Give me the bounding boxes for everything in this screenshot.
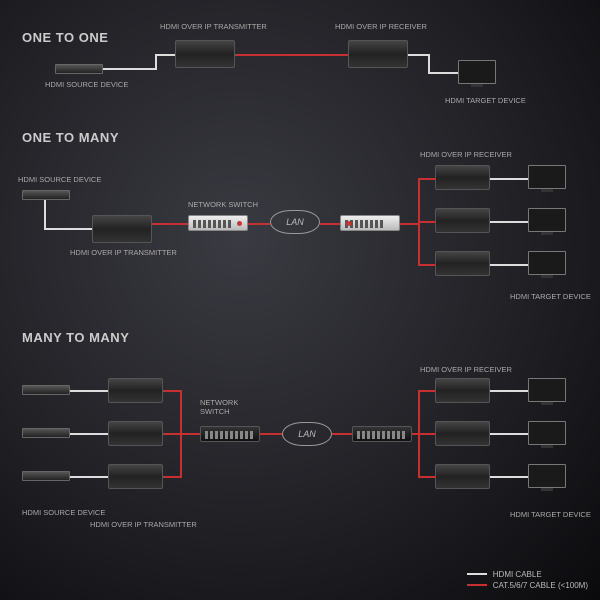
target-2c	[528, 251, 566, 275]
target-3a	[528, 378, 566, 402]
s2-branch-c	[418, 264, 435, 266]
s2-rx-tgt-b	[490, 221, 528, 223]
label-target-1: HDMI TARGET DEVICE	[445, 96, 526, 105]
target-3b	[528, 421, 566, 445]
s2-sw-out	[400, 223, 418, 225]
s3-ta	[490, 390, 528, 392]
switch-2-right	[340, 215, 400, 231]
label-switch-3: NETWORK SWITCH	[200, 398, 238, 416]
hdmi-cable-1b-h2	[428, 72, 458, 74]
tx-3c	[108, 464, 163, 489]
s3-lbus-sw	[180, 433, 200, 435]
s3-lb	[163, 433, 180, 435]
legend-cat-label: CAT.5/6/7 CABLE (<100M)	[493, 581, 588, 590]
s2-tx-sw	[152, 223, 188, 225]
label-target-2: HDMI TARGET DEVICE	[510, 292, 591, 301]
s3-lc	[163, 476, 180, 478]
s3-tc	[490, 476, 528, 478]
src-3b	[22, 428, 70, 438]
label-tx-2: HDMI OVER IP TRANSMITTER	[70, 248, 177, 257]
label-rx-2: HDMI OVER IP RECEIVER	[420, 150, 512, 159]
label-source-1: HDMI SOURCE DEVICE	[45, 80, 128, 89]
s2-branch-a	[418, 178, 435, 180]
label-rx-1: HDMI OVER IP RECEIVER	[335, 22, 427, 31]
section-title-3: MANY TO MANY	[22, 330, 129, 345]
label-target-3: HDMI TARGET DEVICE	[510, 510, 591, 519]
source-device-1	[55, 64, 103, 74]
tx-3b	[108, 421, 163, 446]
legend-hdmi-label: HDMI CABLE	[493, 570, 542, 579]
s3-rb	[418, 433, 435, 435]
s3-lan-sw2	[332, 433, 352, 435]
s2-lan-sw	[320, 223, 340, 225]
s3-sw-lan	[260, 433, 282, 435]
hdmi-cable-1b-v	[428, 54, 430, 72]
hdmi-cable-1a-v	[155, 54, 157, 70]
label-tx-3: HDMI OVER IP TRANSMITTER	[90, 520, 197, 529]
lan-cloud-3: LAN	[282, 422, 332, 446]
rx-box-1	[348, 40, 408, 68]
s2-branch-b	[418, 221, 435, 223]
rx-box-2a	[435, 165, 490, 190]
label-rx-3: HDMI OVER IP RECEIVER	[420, 365, 512, 374]
s3-la	[163, 390, 180, 392]
switch-3-left	[200, 426, 260, 442]
switch-2-left	[188, 215, 248, 231]
s2-src-h	[44, 228, 92, 230]
target-2a	[528, 165, 566, 189]
rx-3c	[435, 464, 490, 489]
tx-box-1	[175, 40, 235, 68]
s3-rc	[418, 476, 435, 478]
source-device-2	[22, 190, 70, 200]
src-3c	[22, 471, 70, 481]
s3-sb	[70, 433, 108, 435]
hdmi-cable-1a	[103, 68, 155, 70]
rx-3a	[435, 378, 490, 403]
hdmi-cable-1b-h1	[408, 54, 428, 56]
tx-box-2	[92, 215, 152, 243]
cat-cable-1	[235, 54, 348, 56]
legend-hdmi: HDMI CABLE	[467, 570, 588, 579]
s2-rx-tgt-c	[490, 264, 528, 266]
s3-sc	[70, 476, 108, 478]
s2-src-v	[44, 200, 46, 228]
legend-cat-swatch	[467, 584, 487, 586]
rx-box-2b	[435, 208, 490, 233]
target-3c	[528, 464, 566, 488]
label-switch-2: NETWORK SWITCH	[188, 200, 258, 209]
src-3a	[22, 385, 70, 395]
target-2b	[528, 208, 566, 232]
s2-sw-lan	[248, 223, 270, 225]
section-title-2: ONE TO MANY	[22, 130, 119, 145]
s3-sa	[70, 390, 108, 392]
legend: HDMI CABLE CAT.5/6/7 CABLE (<100M)	[467, 570, 588, 592]
tx-3a	[108, 378, 163, 403]
label-source-3: HDMI SOURCE DEVICE	[22, 508, 105, 517]
rx-box-2c	[435, 251, 490, 276]
lan-cloud-2: LAN	[270, 210, 320, 234]
s3-tb	[490, 433, 528, 435]
s3-ra	[418, 390, 435, 392]
section-title-1: ONE TO ONE	[22, 30, 108, 45]
hdmi-cable-1a-h2	[155, 54, 175, 56]
switch-3-right	[352, 426, 412, 442]
rx-3b	[435, 421, 490, 446]
target-device-1	[458, 60, 496, 84]
s2-rx-tgt-a	[490, 178, 528, 180]
legend-hdmi-swatch	[467, 573, 487, 575]
label-tx-1: HDMI OVER IP TRANSMITTER	[160, 22, 267, 31]
legend-cat: CAT.5/6/7 CABLE (<100M)	[467, 581, 588, 590]
label-source-2: HDMI SOURCE DEVICE	[18, 175, 101, 184]
